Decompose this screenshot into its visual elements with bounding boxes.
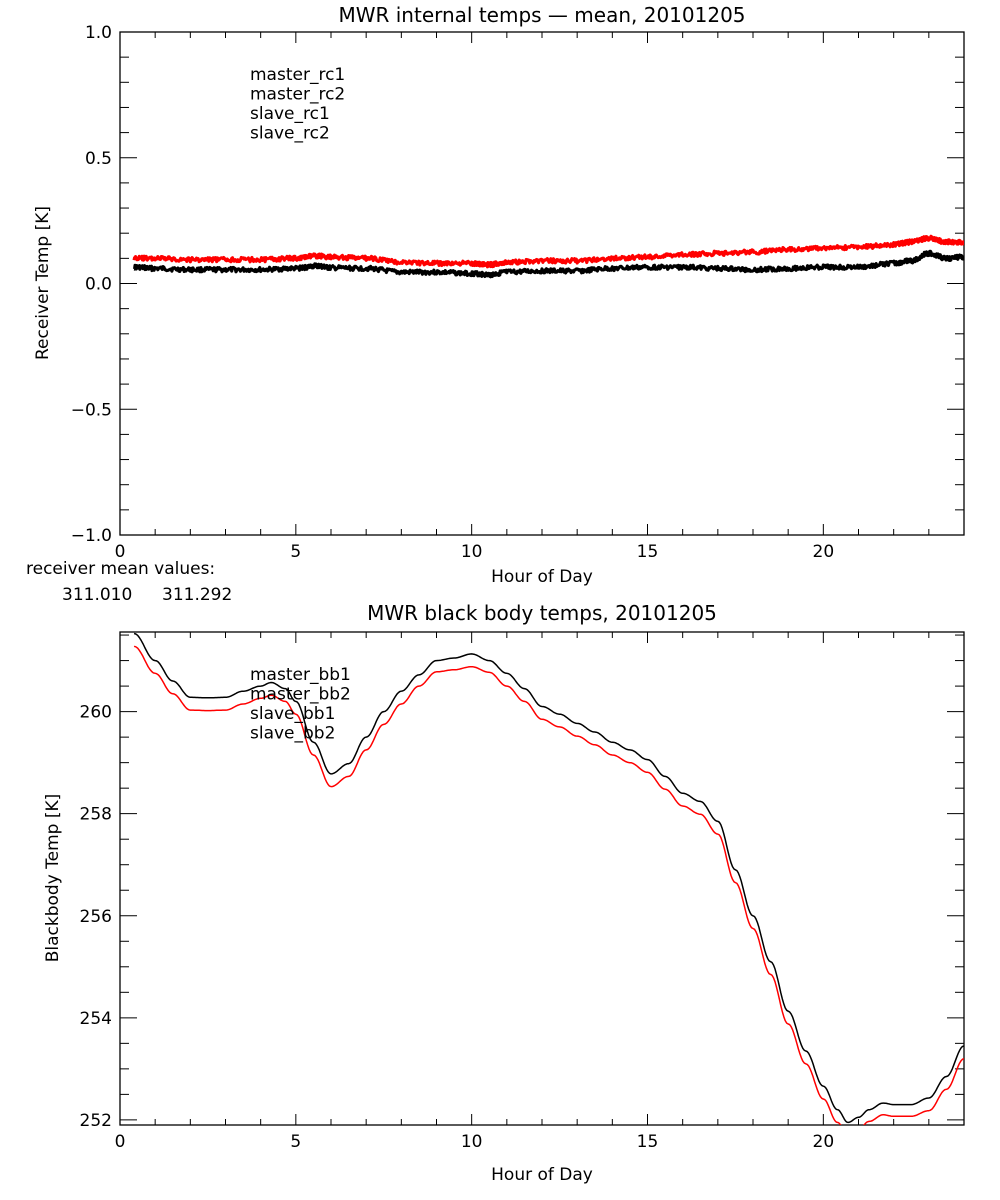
x-tick-label: 0	[115, 1132, 126, 1152]
y-tick-label: −1.0	[71, 526, 112, 546]
y-axis-label: Blackbody Temp [K]	[43, 794, 63, 963]
receiver-temp-chart: MWR internal temps — mean, 20101205 0 5 10…	[33, 3, 965, 587]
y-tick-label: 252	[80, 1111, 112, 1131]
x-tick-label: 10	[461, 542, 483, 562]
mean-values-label: receiver mean values:	[26, 559, 215, 579]
x-tick-label: 20	[813, 542, 835, 562]
chart-title: MWR black body temps, 20101205	[367, 601, 717, 625]
y-tick-label: 256	[80, 907, 112, 927]
x-tick-label: 15	[637, 1132, 659, 1152]
x-tick-label: 0	[115, 542, 126, 562]
plot-area: 0 5 10 15 20 252 254 256 258 260	[80, 631, 965, 1152]
legend-entry-master-rc2: master_rc2	[250, 85, 345, 105]
x-axis-label: Hour of Day	[491, 567, 593, 587]
mean-value-master-rc1: 311.010	[62, 585, 132, 605]
x-axis-label: Hour of Day	[491, 1165, 593, 1185]
x-tick-label: 10	[461, 1132, 483, 1152]
plot-frame	[119, 31, 965, 536]
chart-title: MWR internal temps — mean, 20101205	[338, 3, 745, 27]
y-tick-label: 1.0	[85, 23, 112, 43]
legend-entry-slave-bb2: slave_bb2	[250, 724, 335, 744]
x-tick-label: 5	[290, 542, 301, 562]
mean-value-master-rc2: 311.292	[162, 585, 232, 605]
series-line-master-bb2	[133, 645, 964, 1125]
legend-entry-slave-rc1: slave_rc1	[250, 104, 330, 124]
y-tick-label: 0.5	[85, 149, 112, 169]
y-tick-label: 254	[80, 1009, 112, 1029]
y-axis-label: Receiver Temp [K]	[33, 206, 53, 360]
x-tick-label: 20	[813, 1132, 835, 1152]
y-tick-label: 258	[80, 805, 112, 825]
mean-values-annotation: receiver mean values: 311.010 311.292	[26, 559, 232, 605]
legend-entry-master-bb1: master_bb1	[250, 665, 351, 685]
series-line-master-rc2	[132, 234, 964, 269]
y-tick-label: 0.0	[85, 275, 112, 295]
y-tick-label: 260	[80, 703, 112, 723]
x-tick-label: 15	[637, 542, 659, 562]
series-line-master-bb1	[133, 632, 964, 1124]
x-tick-label: 5	[290, 1132, 301, 1152]
y-tick-label: −0.5	[71, 400, 112, 420]
legend-entry-slave-bb1: slave_bb1	[250, 704, 335, 724]
plot-area: 0 5 10 15 20 −1.0 −0.5 0.0 0.5 1.0	[71, 23, 965, 562]
legend-entry-slave-rc2: slave_rc2	[250, 124, 330, 144]
blackbody-temp-chart: MWR black body temps, 20101205 0 5 10 15 20 2…	[43, 601, 965, 1185]
legend-entry-master-rc1: master_rc1	[250, 65, 345, 85]
legend-entry-master-bb2: master_bb2	[250, 685, 351, 705]
series-line-master-rc1	[133, 249, 964, 279]
